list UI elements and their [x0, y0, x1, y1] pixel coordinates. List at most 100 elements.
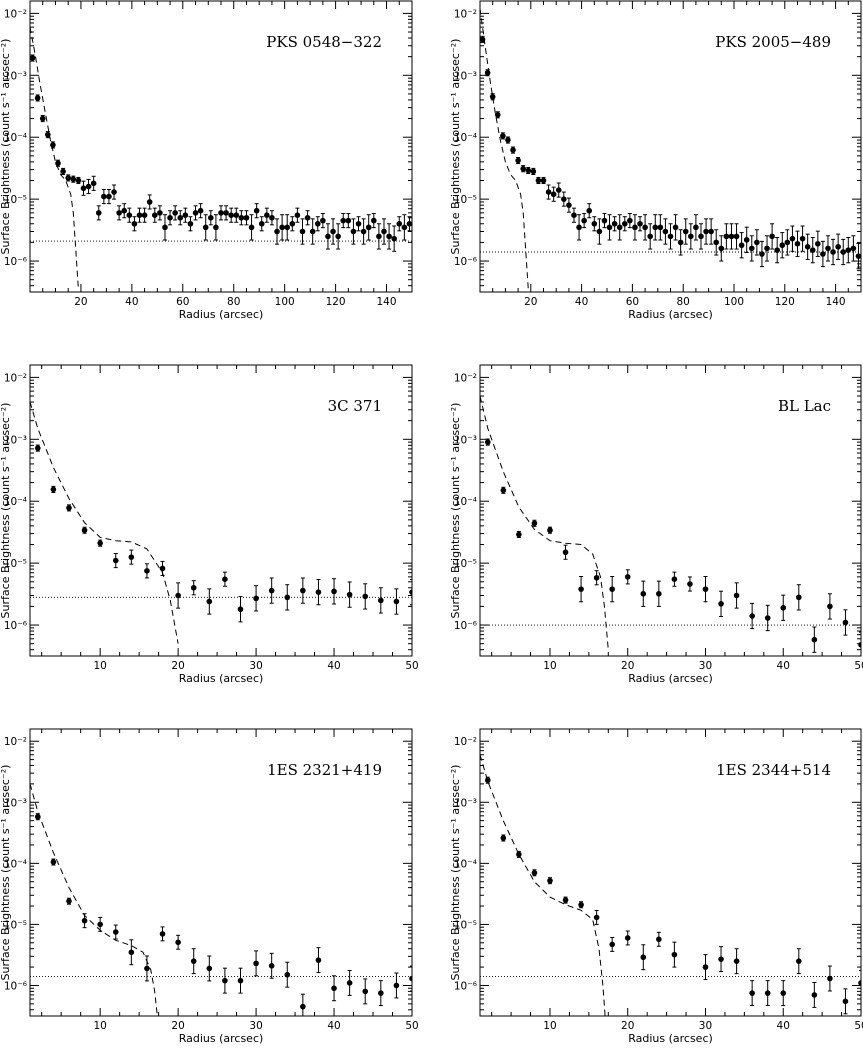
data-point — [708, 228, 714, 235]
x-tick-label: 60 — [176, 296, 189, 308]
data-point — [687, 581, 693, 587]
panel-title: PKS 0548−322 — [266, 33, 382, 51]
data-point — [238, 214, 245, 221]
data-point — [698, 233, 704, 240]
data-point — [391, 235, 397, 242]
y-axis-label: Surface Brightness (count s⁻¹ arcsec⁻²) — [449, 39, 462, 255]
y-tick-label: 10⁻³ — [454, 434, 477, 446]
data-point — [101, 193, 107, 200]
data-point — [95, 210, 102, 216]
data-point — [97, 540, 103, 546]
data-point — [593, 574, 600, 581]
data-point — [500, 133, 506, 139]
data-point — [550, 191, 557, 198]
data-point — [268, 962, 275, 969]
data-point — [162, 224, 168, 231]
data-point — [365, 224, 372, 231]
data-series — [484, 776, 861, 1015]
data-point — [243, 214, 250, 221]
x-tick-label: 40 — [125, 296, 138, 308]
data-point — [409, 975, 412, 982]
data-point — [764, 990, 771, 996]
data-point — [116, 210, 122, 216]
x-tick-label: 80 — [677, 296, 690, 308]
data-point — [34, 95, 41, 101]
data-point — [688, 233, 694, 240]
data-point — [151, 212, 158, 219]
data-point — [206, 965, 213, 972]
y-tick-label: 10⁻⁴ — [4, 496, 27, 508]
data-point — [718, 956, 724, 962]
x-tick-label: 100 — [275, 296, 295, 308]
data-point — [769, 233, 775, 240]
data-point — [671, 951, 678, 958]
data-point — [809, 247, 816, 253]
data-point — [175, 939, 181, 946]
data-point — [320, 217, 326, 224]
x-axis-label: Radius (arcsec) — [179, 672, 264, 685]
x-tick-label: 50 — [854, 1020, 863, 1032]
data-point — [81, 917, 88, 924]
y-tick-label: 10⁻² — [4, 8, 27, 20]
data-point — [749, 613, 755, 619]
data-point — [144, 568, 150, 574]
y-tick-label: 10⁻⁴ — [454, 858, 477, 870]
data-point — [190, 958, 197, 964]
data-series — [30, 54, 412, 252]
data-point — [294, 212, 301, 219]
data-point — [505, 137, 511, 143]
data-point — [131, 220, 138, 227]
panel-3: 10 20 30 40 50 10⁻⁶ 10⁻⁵ 10⁻⁴ 10⁻³ 10⁻² Radius (ar… — [0, 364, 419, 685]
x-tick-label: 120 — [775, 296, 795, 308]
data-point — [596, 228, 603, 235]
data-point — [141, 212, 148, 219]
data-point — [60, 168, 66, 175]
data-point — [540, 177, 547, 184]
data-point — [606, 224, 613, 231]
data-point — [743, 237, 750, 243]
data-point — [325, 233, 331, 240]
data-point — [378, 990, 384, 996]
data-point — [578, 901, 584, 908]
data-point — [627, 217, 633, 224]
data-point — [516, 531, 522, 538]
data-point — [484, 69, 491, 76]
panel-title: 3C 371 — [328, 397, 382, 415]
data-point — [66, 898, 72, 904]
psf-model-curve — [480, 395, 609, 650]
y-tick-label: 10⁻⁵ — [454, 194, 477, 206]
data-point — [175, 592, 181, 599]
data-point — [233, 212, 240, 219]
data-point — [562, 897, 569, 903]
data-point — [601, 217, 608, 224]
data-series — [34, 813, 412, 1016]
data-point — [581, 217, 587, 224]
panel-title: PKS 2005−489 — [715, 33, 831, 51]
data-point — [656, 590, 662, 597]
data-point — [754, 239, 760, 246]
data-point — [237, 977, 244, 984]
x-tick-label: 120 — [326, 296, 346, 308]
data-point — [202, 224, 209, 231]
psf-model-curve — [30, 27, 79, 290]
data-point — [218, 210, 224, 216]
y-tick-label: 10⁻⁵ — [4, 558, 27, 570]
y-tick-label: 10⁻² — [4, 372, 27, 384]
x-tick-label: 10 — [543, 660, 556, 672]
data-point — [795, 594, 802, 601]
data-point — [66, 505, 72, 511]
data-point — [401, 224, 408, 231]
data-point — [386, 233, 392, 240]
data-point — [672, 224, 679, 231]
data-point — [555, 187, 562, 193]
data-point — [842, 619, 849, 626]
data-point — [500, 487, 507, 494]
data-point — [346, 591, 353, 598]
y-tick-label: 10⁻⁶ — [454, 620, 477, 632]
data-point — [258, 220, 265, 227]
data-point — [371, 217, 377, 224]
data-point — [128, 949, 135, 956]
data-point — [300, 1003, 306, 1010]
data-point — [677, 239, 684, 246]
